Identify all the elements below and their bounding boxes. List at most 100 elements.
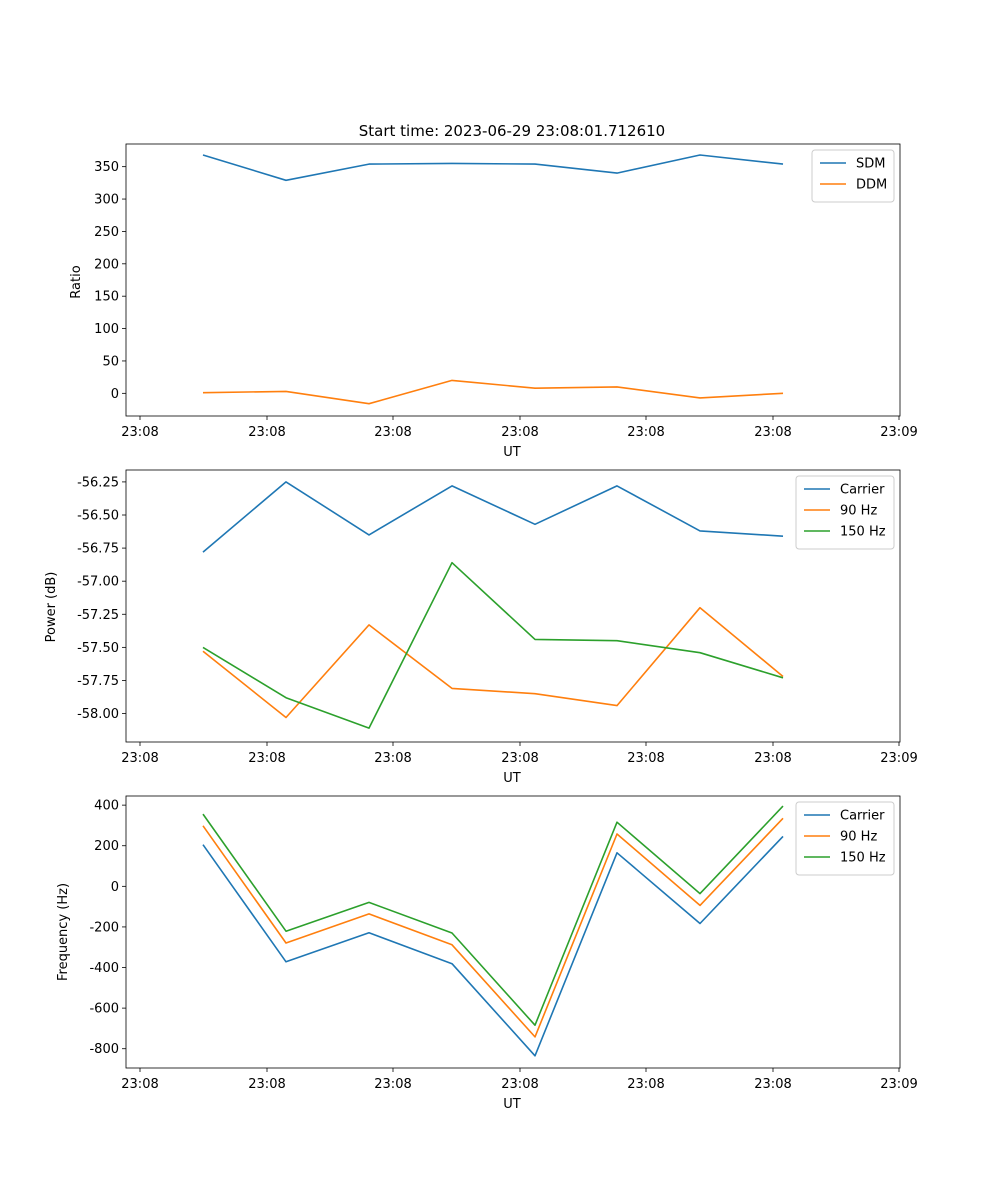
ratio-y-tick-label: 250 (94, 225, 119, 240)
frequency-150-hz-data-point (451, 932, 453, 934)
ratio-legend-label: SDM (856, 157, 885, 172)
power-carrier-data-point (782, 535, 784, 537)
ratio-sdm-data-point (699, 154, 701, 156)
power-carrier-data-point (616, 485, 618, 487)
power-x-tick-label: 23:08 (754, 751, 791, 766)
power-90-hz-data-point (699, 607, 701, 609)
ratio-y-tick-label: 350 (94, 160, 119, 175)
ratio-ddm-data-point (285, 390, 287, 392)
ratio-ddm-data-point (782, 392, 784, 394)
frequency-panel: Frequency (Hz) UT 23:08 23:08 23:08 23:08 23… (56, 795, 918, 1112)
power-carrier-data-point (534, 523, 536, 525)
power-x-tick-label: 23:08 (248, 751, 285, 766)
ratio-sdm-data-point (285, 179, 287, 181)
frequency-90-hz-data-point (699, 904, 701, 906)
ratio-sdm-data-point (368, 163, 370, 165)
ratio-y-tick-label: 0 (111, 387, 119, 402)
frequency-90-hz-data-point (285, 942, 287, 944)
frequency-x-tick-label: 23:09 (880, 1077, 917, 1092)
power-x-axis-label: UT (503, 771, 521, 786)
power-y-tick-label: -57.75 (77, 674, 119, 689)
frequency-legend-label: 90 Hz (840, 830, 877, 845)
power-90-hz-data-point (616, 705, 618, 707)
frequency-legend-label: Carrier (840, 809, 885, 824)
frequency-legend-label: 150 Hz (840, 851, 886, 866)
ratio-ddm-series-line (202, 379, 784, 405)
ratio-sdm-data-point (534, 163, 536, 165)
ratio-legend-label: DDM (856, 178, 887, 193)
frequency-150-hz-data-point (616, 821, 618, 823)
frequency-x-tick-label: 23:08 (248, 1077, 285, 1092)
frequency-x-tick-label: 23:08 (374, 1077, 411, 1092)
power-90-hz-series-line (202, 606, 784, 719)
ratio-y-tick-label: 200 (94, 257, 119, 272)
power-carrier-data-point (285, 481, 287, 483)
frequency-carrier-series-line (202, 835, 784, 1057)
power-y-tick-label: -56.50 (77, 509, 119, 524)
power-carrier-data-point (699, 530, 701, 532)
ratio-ddm-data-point (534, 387, 536, 389)
power-x-tick-label: 23:08 (627, 751, 664, 766)
ratio-sdm-data-point (451, 162, 453, 164)
power-carrier-series-line (202, 481, 784, 553)
power-150-hz-data-point (285, 697, 287, 699)
frequency-y-tick-label: 0 (111, 880, 119, 895)
ratio-y-tick-label: 300 (94, 193, 119, 208)
power-150-hz-data-point (368, 727, 370, 729)
ratio-x-tick-label: 23:08 (374, 425, 411, 440)
ratio-panel: Ratio UT 23:08 23:08 23:08 23:08 23:08 23:08 2… (69, 143, 918, 460)
ratio-sdm-data-point (202, 154, 204, 156)
frequency-x-tick-label: 23:08 (627, 1077, 664, 1092)
frequency-150-hz-data-point (368, 901, 370, 903)
frequency-90-hz-data-point (782, 817, 784, 819)
ratio-x-axis-label: UT (503, 445, 521, 460)
power-carrier-data-point (202, 551, 204, 553)
frequency-150-hz-data-point (699, 893, 701, 895)
ratio-x-tick-label: 23:08 (121, 425, 158, 440)
power-150-hz-data-point (616, 640, 618, 642)
power-90-hz-data-point (285, 717, 287, 719)
power-90-hz-data-point (368, 624, 370, 626)
power-x-tick-label: 23:08 (121, 751, 158, 766)
power-legend-label: Carrier (840, 483, 885, 498)
frequency-90-hz-data-point (368, 913, 370, 915)
ratio-x-tick-label: 23:08 (501, 425, 538, 440)
chart-title: Start time: 2023-06-29 23:08:01.712610 (359, 122, 665, 140)
power-y-tick-label: -57.50 (77, 641, 119, 656)
power-plot-frame (125, 469, 901, 743)
power-x-tick-label: 23:08 (374, 751, 411, 766)
power-x-tick-label: 23:09 (880, 751, 917, 766)
frequency-carrier-data-point (451, 963, 453, 965)
frequency-carrier-data-point (699, 923, 701, 925)
ratio-ddm-data-point (451, 379, 453, 381)
frequency-90-hz-data-point (451, 944, 453, 946)
power-y-tick-label: -56.25 (77, 475, 119, 490)
ratio-y-tick-label: 150 (94, 290, 119, 305)
power-90-hz-data-point (451, 687, 453, 689)
power-legend-label: 150 Hz (840, 525, 886, 540)
frequency-y-tick-label: 400 (94, 799, 119, 814)
ratio-sdm-data-point (782, 163, 784, 165)
frequency-150-hz-series-line (202, 805, 784, 1026)
frequency-150-hz-data-point (285, 930, 287, 932)
power-150-hz-data-point (202, 646, 204, 648)
frequency-x-tick-label: 23:08 (501, 1077, 538, 1092)
ratio-sdm-series-line (202, 154, 784, 182)
power-90-hz-data-point (202, 650, 204, 652)
ratio-x-tick-label: 23:08 (627, 425, 664, 440)
frequency-carrier-data-point (782, 835, 784, 837)
frequency-carrier-data-point (285, 961, 287, 963)
frequency-carrier-data-point (616, 852, 618, 854)
power-y-tick-label: -57.00 (77, 575, 119, 590)
power-150-hz-data-point (534, 638, 536, 640)
ratio-y-tick-label: 50 (102, 354, 119, 369)
frequency-x-tick-label: 23:08 (754, 1077, 791, 1092)
ratio-y-tick-label: 100 (94, 322, 119, 337)
frequency-plot-frame (125, 795, 901, 1069)
power-carrier-data-point (368, 534, 370, 536)
frequency-90-hz-series-line (202, 817, 784, 1038)
frequency-y-tick-label: 200 (94, 839, 119, 854)
power-y-tick-label: -57.25 (77, 608, 119, 623)
frequency-y-tick-label: -400 (89, 961, 119, 976)
